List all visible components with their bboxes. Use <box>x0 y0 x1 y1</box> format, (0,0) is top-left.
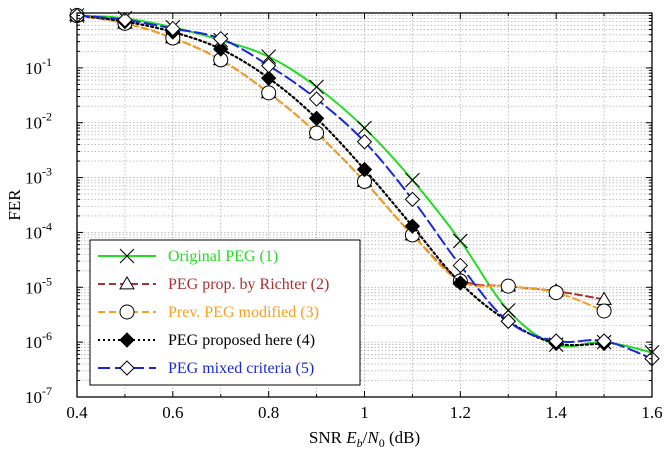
data-point-diamond-filled <box>119 332 135 348</box>
data-point-diamond-filled <box>260 70 277 86</box>
y-tick-label: 10-4 <box>25 219 52 242</box>
y-tick-label: 10-2 <box>25 110 52 133</box>
data-point-circle <box>119 304 135 320</box>
legend-label: PEG mixed criteria (5) <box>168 360 314 377</box>
y-tick-label: 10-1 <box>25 55 52 78</box>
data-point-x <box>452 233 468 249</box>
legend-label: PEG proposed here (4) <box>168 332 315 349</box>
data-point-diamond-open <box>356 134 373 150</box>
y-tick-label: 10-7 <box>25 384 52 407</box>
x-axis-label: SNR Eb/N0 (dB) <box>309 428 420 450</box>
data-point-diamond-open <box>308 91 325 107</box>
data-point-circle <box>596 303 612 319</box>
legend-entry: PEG mixed criteria (5) <box>98 360 314 377</box>
y-tick-label: 10-5 <box>25 274 52 297</box>
legend-entry: Prev. PEG modified (3) <box>98 304 319 321</box>
data-point-diamond-open <box>596 333 612 349</box>
x-tick-label: 1.6 <box>641 403 662 422</box>
data-point-diamond-open <box>260 57 277 74</box>
data-point-x <box>405 172 420 188</box>
data-point-circle <box>309 125 325 141</box>
data-point-diamond-open <box>117 12 133 28</box>
x-tick-label: 1 <box>360 403 369 422</box>
data-point-x <box>500 302 516 318</box>
data-point-diamond-open <box>404 191 421 208</box>
data-point-diamond-filled <box>308 110 325 127</box>
x-tick-label: 0.4 <box>66 403 88 422</box>
data-point-diamond-open <box>500 313 516 329</box>
data-point-triangle <box>119 276 135 290</box>
legend-label: PEG prop. by Richter (2) <box>168 276 329 293</box>
y-tick-label: 10-3 <box>25 165 52 188</box>
x-tick-label: 0.8 <box>258 403 279 422</box>
data-point-diamond-open <box>452 257 469 274</box>
legend-label: Prev. PEG modified (3) <box>168 304 319 321</box>
data-point-circle <box>261 85 277 101</box>
data-point-diamond-filled <box>452 275 469 291</box>
data-point-diamond-filled <box>404 218 421 234</box>
data-point-diamond-open <box>119 360 135 376</box>
x-tick-label: 1.4 <box>546 403 568 422</box>
data-point-diamond-open <box>165 20 181 37</box>
axis-ticks: 0.4 0.6 0.8 1 1.2 1.4 1.6 10-7 10-6 10-5 10-4 10-3 1… <box>25 13 663 422</box>
data-point-x <box>357 120 372 136</box>
y-axis-label: FER <box>5 189 24 221</box>
legend-label: Original PEG (1) <box>168 248 278 265</box>
data-point-circle <box>548 285 564 301</box>
data-point-x <box>261 49 277 65</box>
legend-entry: Original PEG (1) <box>98 248 278 265</box>
data-point-x <box>309 79 324 95</box>
data-point-diamond-open <box>213 30 229 47</box>
y-tick-label: 10-6 <box>25 329 52 352</box>
x-tick-label: 0.6 <box>162 403 183 422</box>
data-point-circle <box>500 278 516 294</box>
legend-entry: PEG proposed here (4) <box>98 332 315 349</box>
legend-entry: PEG prop. by Richter (2) <box>98 276 329 293</box>
data-point-diamond-open <box>548 333 564 349</box>
data-point-diamond-filled <box>213 41 229 57</box>
series-3 <box>69 8 612 319</box>
data-point-diamond-filled <box>356 161 373 178</box>
legend: Original PEG (1) PEG prop. by Richter (2)… <box>89 239 361 386</box>
x-tick-label: 1.2 <box>450 403 471 422</box>
data-point-x <box>119 248 135 264</box>
series-5 <box>69 7 660 367</box>
